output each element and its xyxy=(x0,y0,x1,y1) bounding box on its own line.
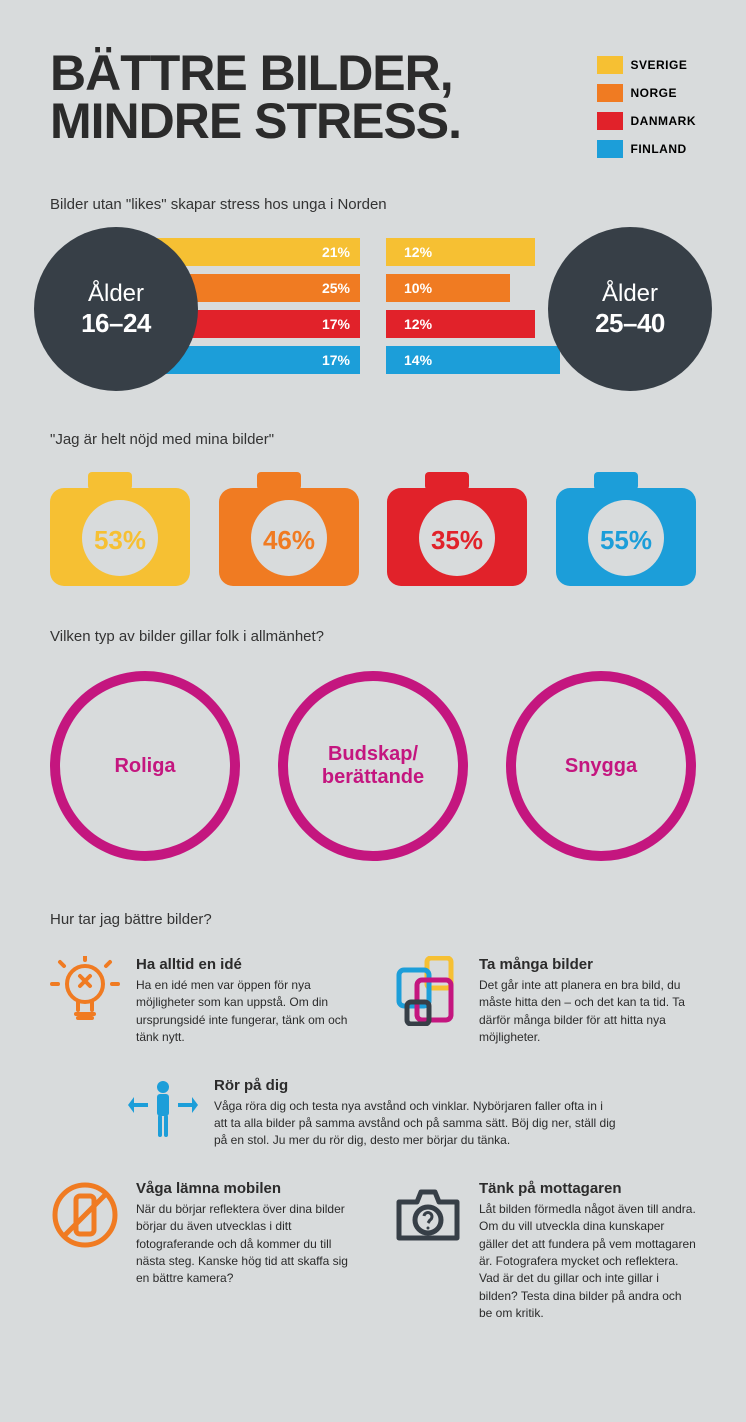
tip: Tänk på mottagaren Låt bilden förmedla n… xyxy=(393,1180,696,1323)
type-circle-label: Snygga xyxy=(565,755,637,778)
title-line-2: MINDRE STRESS. xyxy=(50,93,461,149)
age-label: Ålder xyxy=(88,280,144,308)
bar: 10% xyxy=(386,274,510,302)
legend-item: FINLAND xyxy=(597,140,697,158)
camq-icon xyxy=(393,1180,463,1250)
legend-label: NORGE xyxy=(631,86,678,100)
legend-label: FINLAND xyxy=(631,142,687,156)
type-circle: Roliga xyxy=(50,671,240,861)
camera-pct-label: 55% xyxy=(600,525,652,555)
tips-subtitle: Hur tar jag bättre bilder? xyxy=(50,911,696,928)
circles-row: Roliga Budskap/berättande Snygga xyxy=(50,671,696,861)
bar-value-label: 14% xyxy=(404,352,432,368)
camera-icon: 46% xyxy=(219,468,359,588)
tip-title: Rör på dig xyxy=(214,1077,618,1094)
nophone-icon xyxy=(50,1180,120,1250)
tip-text: Våga röra dig och testa nya avstånd och … xyxy=(214,1098,618,1150)
bar-value-label: 12% xyxy=(404,316,432,332)
type-circle-label: Roliga xyxy=(114,755,175,778)
camera-pct-label: 53% xyxy=(94,525,146,555)
age-range: 16–24 xyxy=(81,308,151,339)
tip: Ta många bilder Det går inte att planera… xyxy=(393,956,696,1047)
tip-text: När du börjar reflektera över dina bilde… xyxy=(136,1201,353,1288)
move-icon xyxy=(128,1077,198,1147)
legend-swatch xyxy=(597,112,623,130)
legend-item: SVERIGE xyxy=(597,56,697,74)
tip-title: Tänk på mottagaren xyxy=(479,1180,696,1197)
legend-item: NORGE xyxy=(597,84,697,102)
camera-icon: 53% xyxy=(50,468,190,588)
legend-swatch xyxy=(597,56,623,74)
bar-value-label: 12% xyxy=(404,244,432,260)
bar-chart: Ålder 16–24 Ålder 25–40 21% 25% 17% 17% 12%… xyxy=(50,237,696,381)
page-title: BÄTTRE BILDER, MINDRE STRESS. xyxy=(50,50,461,145)
type-circle: Budskap/berättande xyxy=(278,671,468,861)
legend-item: DANMARK xyxy=(597,112,697,130)
age-circle-16-24: Ålder 16–24 xyxy=(34,227,198,391)
age-range: 25–40 xyxy=(595,308,665,339)
camera-icon: 55% xyxy=(556,468,696,588)
camera-stat: 53% xyxy=(50,468,190,588)
bar: 12% xyxy=(386,238,535,266)
color-legend: SVERIGE NORGE DANMARK FINLAND xyxy=(597,50,697,168)
legend-swatch xyxy=(597,140,623,158)
tips-list: Ha alltid en idé Ha en idé men var öppen… xyxy=(50,956,696,1322)
camera-row: 53% 46% 35% 55% xyxy=(50,468,696,588)
tip-title: Ha alltid en idé xyxy=(136,956,353,973)
type-circle-label: Budskap/berättande xyxy=(322,743,424,789)
tip: Ha alltid en idé Ha en idé men var öppen… xyxy=(50,956,353,1047)
type-circle: Snygga xyxy=(506,671,696,861)
bar-value-label: 10% xyxy=(404,280,432,296)
camera-stat: 46% xyxy=(219,468,359,588)
cameras-subtitle: "Jag är helt nöjd med mina bilder" xyxy=(50,431,696,448)
camera-icon: 35% xyxy=(387,468,527,588)
camera-stat: 35% xyxy=(387,468,527,588)
tip: Rör på dig Våga röra dig och testa nya a… xyxy=(128,1077,618,1150)
legend-label: SVERIGE xyxy=(631,58,688,72)
camera-stat: 55% xyxy=(556,468,696,588)
tip-title: Ta många bilder xyxy=(479,956,696,973)
legend-label: DANMARK xyxy=(631,114,697,128)
bars-subtitle: Bilder utan "likes" skapar stress hos un… xyxy=(50,196,696,213)
tip: Våga lämna mobilen När du börjar reflekt… xyxy=(50,1180,353,1323)
bar: 14% xyxy=(386,346,560,374)
frames-icon xyxy=(393,956,463,1026)
age-label: Ålder xyxy=(602,280,658,308)
camera-pct-label: 35% xyxy=(431,525,483,555)
bar: 12% xyxy=(386,310,535,338)
tip-text: Ha en idé men var öppen för nya möjlighe… xyxy=(136,977,353,1047)
bar-value-label: 21% xyxy=(322,244,350,260)
circles-subtitle: Vilken typ av bilder gillar folk i allmä… xyxy=(50,628,696,645)
bar-value-label: 25% xyxy=(322,280,350,296)
camera-pct-label: 46% xyxy=(263,525,315,555)
tip-text: Det går inte att planera en bra bild, du… xyxy=(479,977,696,1047)
age-circle-25-40: Ålder 25–40 xyxy=(548,227,712,391)
tip-title: Våga lämna mobilen xyxy=(136,1180,353,1197)
bar-value-label: 17% xyxy=(322,316,350,332)
tip-text: Låt bilden förmedla något även till andr… xyxy=(479,1201,696,1323)
bar-value-label: 17% xyxy=(322,352,350,368)
legend-swatch xyxy=(597,84,623,102)
lightbulb-icon xyxy=(50,956,120,1026)
